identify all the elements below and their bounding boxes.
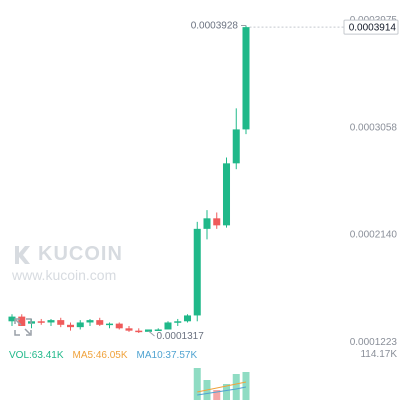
candle-body bbox=[193, 228, 201, 316]
volume-bars-layer bbox=[193, 368, 250, 400]
volume-bar bbox=[213, 390, 221, 400]
annotations-layer: 0.0003928 0.0001317 0.0003914 bbox=[148, 19, 399, 342]
volume-axis-max: 114.17K bbox=[360, 349, 397, 360]
volume-bar bbox=[222, 384, 231, 400]
candle-body bbox=[154, 329, 162, 331]
candle-body bbox=[57, 320, 65, 325]
ma10-line bbox=[197, 386, 247, 396]
watermark-url: www.kucoin.com bbox=[12, 267, 117, 283]
kucoin-watermark: KUCOIN www.kucoin.com bbox=[12, 243, 123, 283]
volume-bar bbox=[193, 368, 201, 400]
candle-body bbox=[86, 320, 94, 323]
candle-body bbox=[232, 129, 240, 164]
high-price-label: 0.0003928 bbox=[191, 20, 239, 31]
last-price-label: 0.0003914 bbox=[349, 23, 397, 34]
expand-icon[interactable] bbox=[14, 318, 32, 336]
candle-body bbox=[242, 27, 250, 130]
candle-body bbox=[66, 324, 75, 328]
candle-body bbox=[174, 321, 182, 323]
candle-body bbox=[183, 315, 192, 322]
candle-body bbox=[164, 322, 172, 330]
low-marker-line bbox=[148, 330, 155, 337]
low-price-label: 0.0001317 bbox=[157, 331, 205, 342]
kucoin-logo-icon bbox=[15, 245, 30, 264]
candle-body bbox=[76, 322, 84, 328]
candle-body bbox=[18, 316, 26, 326]
candle-body bbox=[37, 321, 45, 323]
volume-bar bbox=[232, 374, 240, 400]
candle-body bbox=[105, 323, 114, 326]
price-tick-label: 0.0001223 bbox=[350, 337, 398, 348]
candle-body bbox=[213, 218, 221, 226]
candle-body bbox=[115, 323, 123, 329]
candles-layer bbox=[8, 25, 250, 333]
legend-vol: VOL:63.41K bbox=[9, 350, 64, 361]
candle-body bbox=[222, 163, 231, 226]
volume-bar bbox=[242, 372, 250, 400]
volume-legend: VOL:63.41K MA5:46.05K MA10:37.57K bbox=[9, 350, 197, 361]
candle-body bbox=[144, 329, 153, 332]
last-price-box bbox=[343, 19, 399, 35]
legend-ma5: MA5:46.05K bbox=[72, 350, 128, 361]
candle-body bbox=[96, 320, 104, 325]
legend-ma10: MA10:37.57K bbox=[136, 350, 198, 361]
candle-body bbox=[47, 320, 55, 323]
candle-body bbox=[203, 218, 211, 229]
candle-body bbox=[8, 316, 16, 322]
price-tick-label: 0.0002140 bbox=[350, 230, 398, 241]
ma5-line bbox=[197, 381, 247, 393]
candle-body bbox=[125, 328, 133, 331]
watermark-brand: KUCOIN bbox=[38, 243, 123, 265]
candle-body bbox=[135, 330, 143, 333]
price-tick-label: 0.0003058 bbox=[350, 122, 398, 133]
